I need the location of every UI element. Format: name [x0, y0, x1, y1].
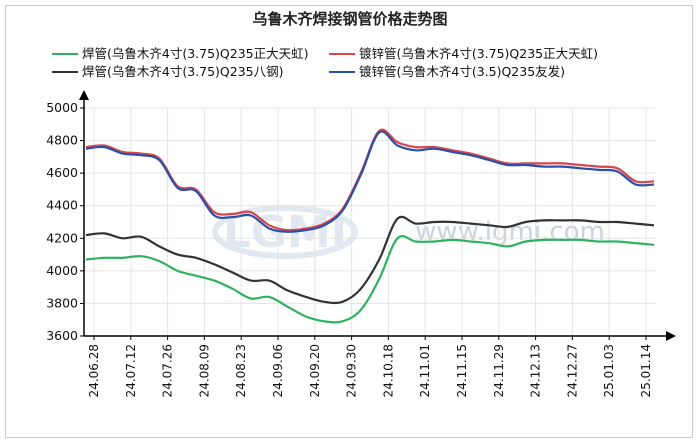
x-tick-labels: 24.06.28 24.07.12 24.07.26 24.08.09 24.08.23…	[87, 336, 653, 397]
legend-label: 镀锌管(乌鲁木齐4寸(3.75)Q235正大天虹)	[359, 46, 598, 61]
x-tick-label: 24.09.20	[308, 344, 322, 397]
y-tick-label: 4000	[46, 263, 78, 278]
y-tick-label: 4800	[46, 133, 78, 148]
x-tick-label: 24.07.26	[161, 344, 175, 397]
y-tick-label: 3800	[46, 295, 78, 310]
x-tick-label: 24.08.09	[197, 344, 211, 397]
y-axis-arrow	[79, 90, 89, 100]
y-tick-label: 4600	[46, 165, 78, 180]
legend-label: 镀锌管(乌鲁木齐4寸(3.5)Q235友发)	[359, 64, 565, 79]
x-tick-label: 24.12.13	[529, 344, 543, 397]
x-tick-label: 25.01.03	[602, 344, 616, 397]
y-tick-label: 5000	[46, 100, 78, 115]
series-line	[85, 234, 655, 324]
x-tick-label: 25.01.14	[639, 344, 653, 397]
y-tick-labels: 5000 4800 4600 4400 4200 4000 3800 3600	[46, 100, 84, 343]
y-tick-label: 4400	[46, 198, 78, 213]
x-tick-label: 24.11.15	[455, 344, 469, 397]
series-line	[85, 215, 655, 305]
x-tick-label: 24.11.01	[418, 344, 432, 397]
y-tick-label: 4200	[46, 230, 78, 245]
x-tick-label: 24.07.12	[124, 344, 138, 397]
x-tick-label: 24.06.28	[87, 344, 101, 397]
x-axis-arrow	[666, 331, 676, 341]
legend-label: 焊管(乌鲁木齐4寸(3.75)Q235八钢)	[82, 64, 284, 79]
chart-title: 乌鲁木齐焊接钢管价格走势图	[252, 10, 447, 28]
x-tick-label: 24.12.27	[565, 344, 579, 397]
series-line	[85, 130, 655, 233]
legend: 焊管(乌鲁木齐4寸(3.75)Q235正大天虹) 镀锌管(乌鲁木齐4寸(3.75)…	[52, 46, 598, 79]
x-tick-label: 24.09.06	[271, 344, 285, 397]
x-tick-label: 24.10.18	[381, 344, 395, 397]
y-tick-label: 3600	[46, 328, 78, 343]
x-tick-label: 24.11.29	[492, 344, 506, 397]
x-tick-label: 24.09.30	[345, 344, 359, 397]
legend-label: 焊管(乌鲁木齐4寸(3.75)Q235正大天虹)	[82, 46, 309, 61]
series-lines	[85, 128, 655, 324]
x-tick-label: 24.08.23	[234, 344, 248, 397]
